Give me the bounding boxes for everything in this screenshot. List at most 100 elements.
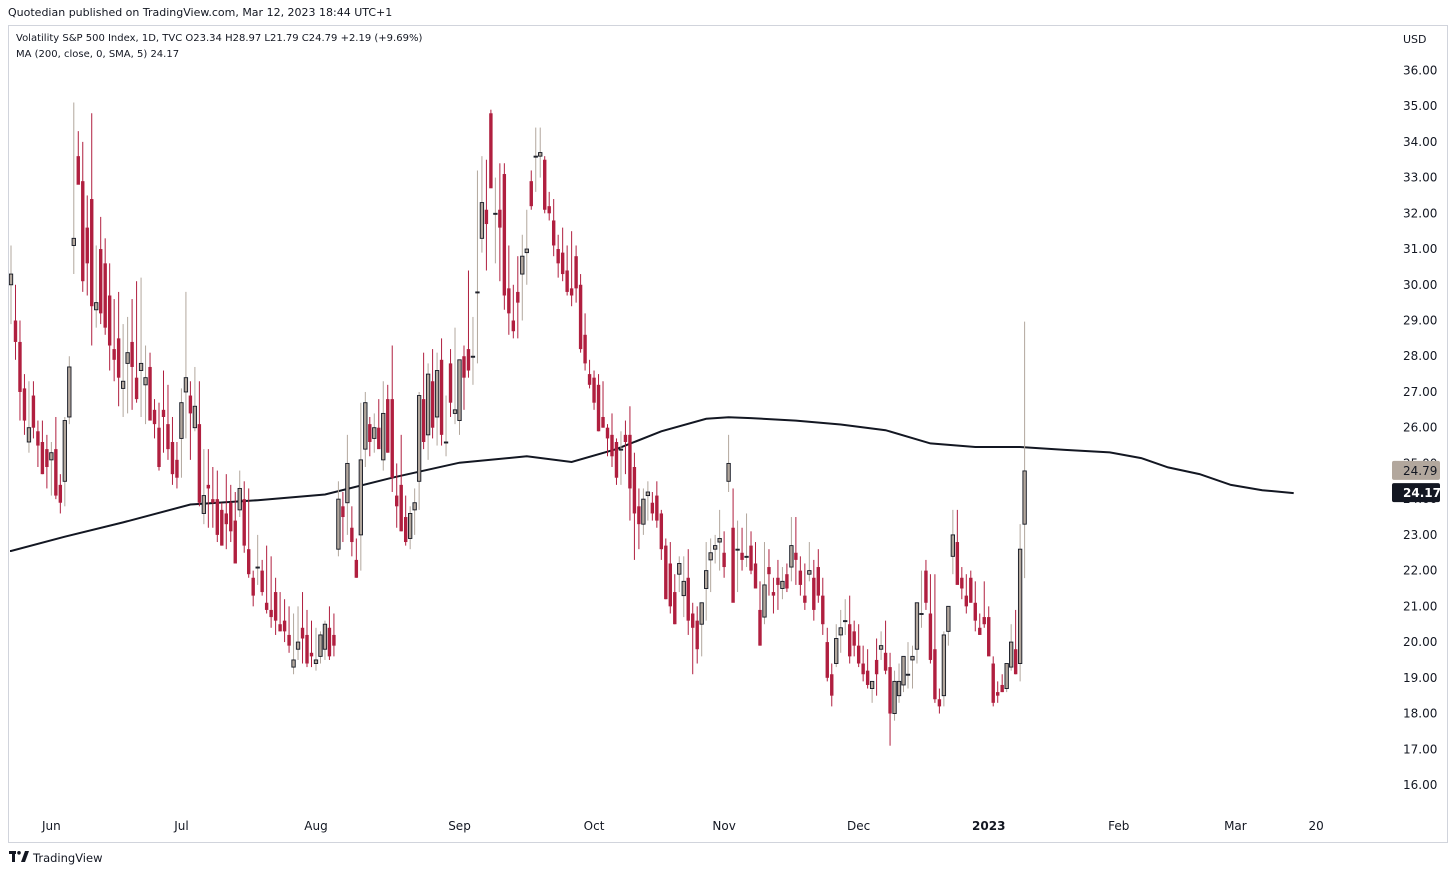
candle-body-down [686,577,690,621]
symbol-legend[interactable]: Volatility S&P 500 Index, 1D, TVC O23.34… [16,33,423,44]
candle-body-down [116,338,121,378]
y-tick-label: 32.00 [1403,206,1437,220]
candle-body-down [551,220,556,246]
candle-body-down [601,416,605,428]
candle-body-down [215,499,220,535]
candle-body-up [905,673,911,676]
candle-body-down [287,634,291,646]
candle-body-up [443,441,449,444]
candle-body-up [1017,548,1023,664]
footer-brand[interactable]: TradingView [33,851,103,865]
candle-body-down [489,113,493,189]
candle-body-up [901,655,906,686]
candle-body-down [134,377,139,400]
candle-body-down [45,449,49,468]
candle-body-up [475,291,480,294]
y-tick-label: 29.00 [1403,314,1437,328]
candle-body-up [358,459,363,536]
candle-body-up [708,552,713,561]
candle-body-down [273,592,278,621]
candle-body-up [735,548,740,551]
candle-body-down [260,570,264,593]
candle-body-down [628,434,632,489]
candle-body-up [946,605,951,632]
candle-body-down [305,634,309,664]
candle-body-down [466,349,471,371]
candle-body-down [695,620,699,650]
candle-body-down [161,409,166,417]
candle-body-down [264,602,269,610]
candle-body-down [731,527,735,603]
y-tick-label: 27.00 [1403,385,1437,399]
candle-body-down [22,388,27,421]
candle-body-up [699,602,704,625]
candle-body-down [821,595,825,625]
candle-body-down [883,652,888,671]
candle-body-up [524,248,529,254]
candle-body-down [749,545,753,571]
candle-body-up [645,491,651,497]
candle-body-up [780,580,785,589]
candle-body-down [247,549,251,575]
candle-body-down [157,427,161,468]
candle-body-down [484,209,489,225]
candle-body-up [892,680,897,714]
candle-body-down [996,692,1000,696]
candle-body-up [291,659,296,668]
publish-info: Quotedian published on TradingView.com, … [8,6,393,19]
candle-body-up [71,237,76,246]
x-tick-label: 20 [1308,819,1323,833]
candle-body-down [430,381,435,428]
candle-body-down [543,159,547,210]
y-tick-label: 20.00 [1403,635,1437,649]
candle-body-up [345,462,350,504]
candle-body-down [650,502,655,514]
ma-legend[interactable]: MA (200, close, 0, SMA, 5) 24.17 [16,49,180,60]
candle-body-down [547,206,551,214]
candle-body-down [103,263,107,328]
candle-body-down [220,509,224,546]
moving-average-layer [10,416,1294,552]
y-tick-label: 26.00 [1403,421,1437,435]
candle-body-down [1013,649,1018,675]
candle-body-down [309,652,314,657]
candle-body-up [143,377,148,386]
candle-body-up [255,566,260,569]
x-tick-label: Jun [41,819,61,833]
candle-body-down [90,199,94,307]
candle-body-down [36,431,40,446]
candle-body-down [507,288,511,314]
x-tick-label: Mar [1224,819,1247,833]
candle-body-down [569,288,574,296]
candle-body-up [726,462,731,482]
candle-body-up [336,498,341,550]
candle-body-down [462,356,466,378]
candle-body-down [578,284,583,350]
y-axis: 16.00 17.00 18.00 19.00 20.00 21.00 22.00 23.00… [1403,63,1437,792]
candle-body-down [596,384,601,432]
candle-body-down [964,595,969,607]
candle-body-down [13,320,18,342]
candle-body-up [677,563,682,575]
candle-body-down [623,434,628,442]
candle-body-down [233,520,237,564]
candle-body-down [269,609,273,618]
candle-body-down [673,592,677,625]
candle-body-down [969,577,973,603]
candle-body-down [659,513,664,550]
y-tick-label: 36.00 [1403,63,1437,77]
y-tick-label: 31.00 [1403,242,1437,256]
candle-body-up [618,448,624,451]
candle-body-up [8,273,14,286]
price-tags: 24.79 24.17 [1392,460,1441,503]
candle-body-up [49,452,54,461]
candle-body-down [924,570,928,603]
candle-body-down [502,174,507,296]
candle-body-down [386,399,390,453]
candle-body-down [112,349,116,360]
candle-body-up [744,555,749,558]
candle-body-up [869,680,875,689]
candle-body-up [807,570,812,575]
tradingview-logo-icon [9,851,29,865]
candle-body-up [704,570,709,589]
